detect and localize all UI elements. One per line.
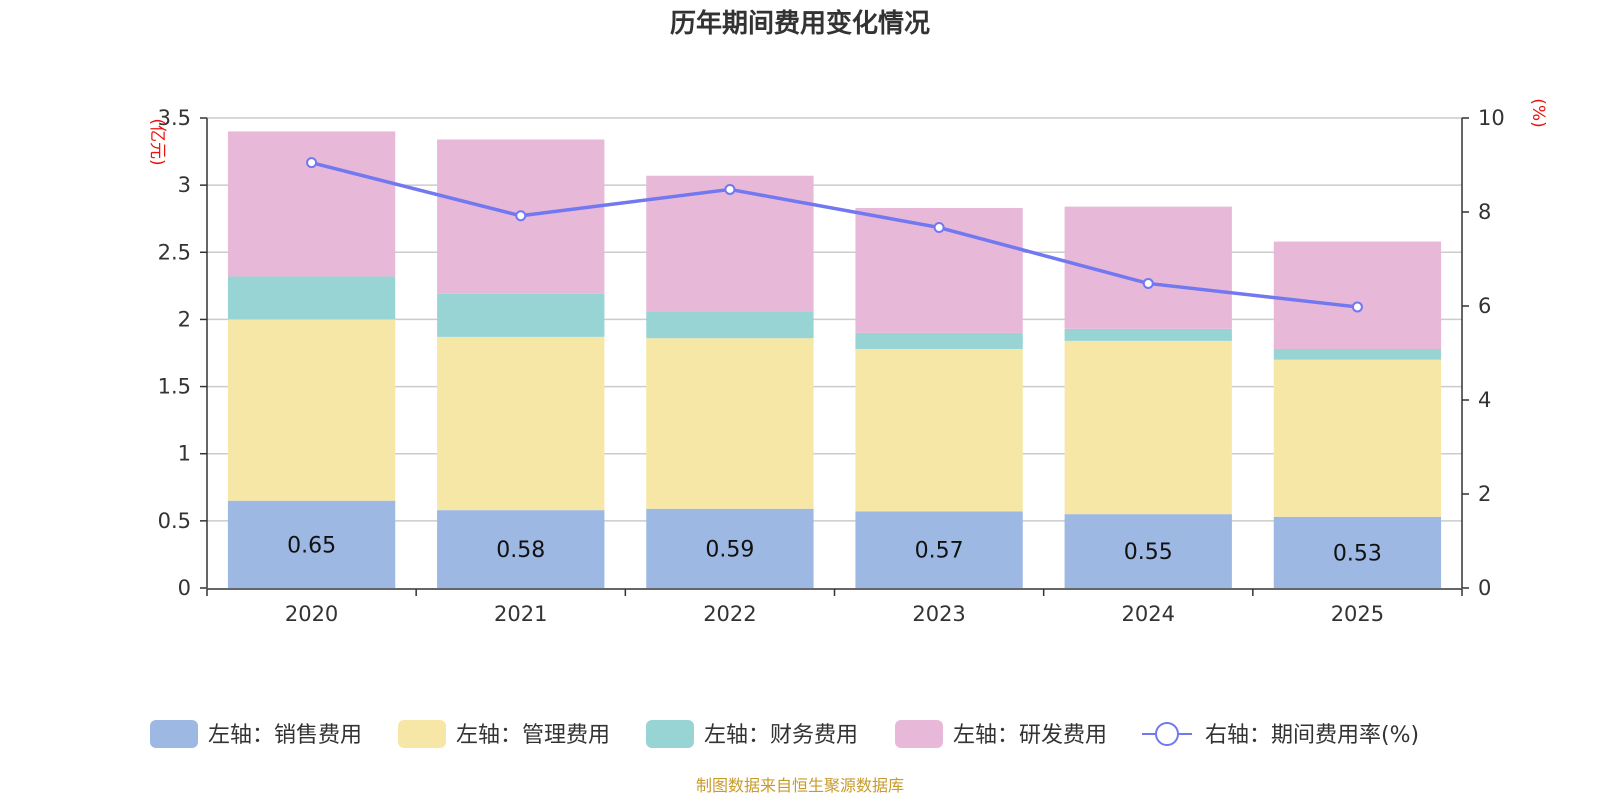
- x-tick-label: 2025: [1331, 602, 1384, 626]
- legend-swatch: [398, 720, 446, 748]
- bar-segment: [437, 510, 605, 588]
- bar-segment: [855, 332, 1023, 349]
- legend-item[interactable]: 右轴：期间费用率(%): [1142, 722, 1419, 748]
- bar-data-label: 0.57: [915, 539, 964, 564]
- bar-segment: [437, 293, 605, 337]
- rate-point: [724, 183, 736, 195]
- legend-swatch: [895, 720, 943, 748]
- bar-segment: [1273, 359, 1442, 517]
- bar-segment: [437, 336, 605, 511]
- left-tick-label: 1: [178, 442, 191, 466]
- rate-point: [515, 210, 527, 222]
- right-tick-label: 4: [1478, 388, 1491, 412]
- rate-point: [1351, 301, 1363, 313]
- legend-swatch: [646, 720, 694, 748]
- rate-point: [306, 157, 318, 169]
- bar-data-label: 0.55: [1124, 540, 1173, 565]
- bar-segment: [646, 508, 814, 588]
- legend-marker: [1155, 722, 1179, 746]
- legend-item[interactable]: 左轴：研发费用: [895, 720, 1107, 748]
- legend-label: 左轴：管理费用: [456, 723, 610, 748]
- legend-label: 右轴：期间费用率(%): [1205, 723, 1419, 748]
- x-tick-label: 2023: [912, 602, 965, 626]
- bar-segment: [1064, 514, 1232, 588]
- bar-segment: [1064, 340, 1232, 515]
- rate-line-path: [311, 160, 1358, 309]
- x-tick-label: 2024: [1122, 602, 1175, 626]
- rate-point: [1142, 277, 1154, 289]
- right-tick-label: 10: [1478, 106, 1505, 130]
- legend-item[interactable]: 左轴：管理费用: [398, 720, 610, 748]
- x-tick-label: 2022: [703, 602, 756, 626]
- grid: [207, 117, 1462, 522]
- legend-swatch: [150, 720, 198, 748]
- bar-segment: [1064, 328, 1232, 341]
- left-tick-label: 0.5: [158, 509, 191, 533]
- right-tick-label: 6: [1478, 294, 1491, 318]
- legend-item[interactable]: 左轴：财务费用: [646, 720, 858, 748]
- legend-label: 左轴：财务费用: [704, 723, 858, 748]
- bar-data-label: 0.65: [287, 533, 336, 558]
- x-tick-label: 2021: [494, 602, 547, 626]
- left-tick-label: 3.5: [158, 106, 191, 130]
- legend-label: 左轴：销售费用: [208, 723, 362, 748]
- bar-segment: [1273, 241, 1442, 349]
- legend-item[interactable]: 左轴：销售费用: [150, 720, 362, 748]
- bar-segment: [855, 348, 1023, 512]
- chart-title: 历年期间费用变化情况: [670, 8, 930, 39]
- bar-segment: [1273, 516, 1442, 588]
- right-tick-label: 0: [1478, 576, 1491, 600]
- bar-segment: [855, 511, 1023, 588]
- bar-segment: [227, 276, 396, 320]
- bar-segment: [227, 500, 396, 588]
- left-tick-label: 3: [178, 173, 191, 197]
- legend-label: 左轴：研发费用: [953, 723, 1107, 748]
- rate-line: [306, 157, 1363, 313]
- right-tick-label: 8: [1478, 200, 1491, 224]
- left-tick-label: 2: [178, 307, 191, 331]
- left-tick-label: 2.5: [158, 240, 191, 264]
- left-axis-unit: (亿元): [147, 118, 167, 165]
- rate-point: [933, 222, 945, 234]
- bars: 0.65 0.58 0.59 0.57 0.55 0.53: [227, 131, 1442, 588]
- right-tick-label: 2: [1478, 482, 1491, 506]
- bar-segment: [646, 311, 814, 339]
- bar-segment: [227, 131, 396, 277]
- bar-data-label: 0.53: [1333, 541, 1382, 566]
- bar-data-label: 0.59: [705, 537, 754, 562]
- source-note: 制图数据来自恒生聚源数据库: [696, 776, 904, 795]
- x-tick-label: 2020: [285, 602, 338, 626]
- bar-data-label: 0.58: [496, 538, 545, 563]
- left-tick-label: 1.5: [158, 375, 191, 399]
- left-tick-label: 0: [178, 576, 191, 600]
- legend[interactable]: 左轴：销售费用 左轴：管理费用 左轴：财务费用 左轴：研发费用 右轴：期间费用率(%): [150, 720, 1419, 748]
- bar-segment: [1273, 348, 1442, 360]
- bar-segment: [646, 338, 814, 509]
- right-axis-unit: (%): [1528, 98, 1548, 127]
- axes: 0 0.5 1 1.5 2 2.5 3 3.5 0 2 4 6 8 10 (亿元) (%) 2020 2021 20…: [147, 98, 1548, 626]
- bar-segment: [227, 319, 396, 501]
